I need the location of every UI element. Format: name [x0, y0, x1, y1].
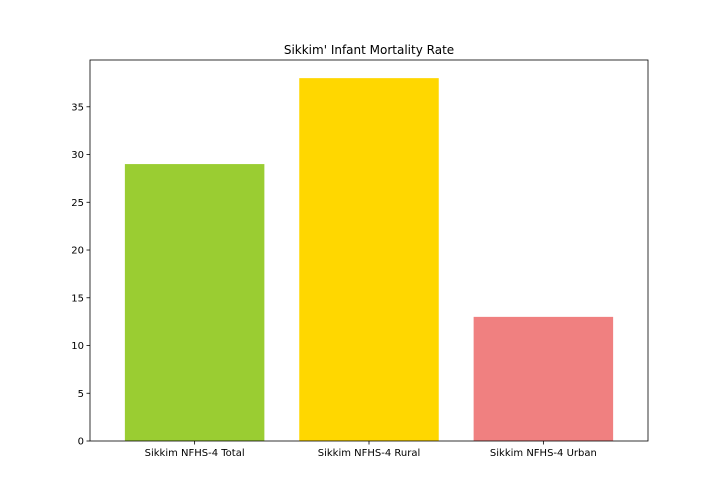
- bar-2: [473, 316, 614, 441]
- plot-area: 0 5 10 15 20 25 30 35 Sikkim NFHS-4 Total Sikkim …: [71, 59, 649, 459]
- y-tick-label-4: 20: [71, 246, 84, 257]
- y-tick-label-0: 0: [78, 437, 84, 448]
- chart-title: Sikkim' Infant Mortality Rate: [284, 43, 454, 57]
- y-tick-label-5: 25: [71, 198, 84, 209]
- x-tick-label-1: Sikkim NFHS-4 Rural: [318, 448, 421, 459]
- y-tick-label-3: 15: [71, 293, 84, 304]
- y-tick-label-7: 35: [71, 102, 84, 113]
- bar-1: [299, 78, 439, 442]
- y-tick-label-2: 10: [71, 341, 84, 352]
- y-tick-label-1: 5: [78, 389, 84, 400]
- bar-0: [124, 164, 265, 441]
- y-tick-label-6: 30: [71, 150, 84, 161]
- x-tick-label-0: Sikkim NFHS-4 Total: [145, 448, 245, 459]
- x-tick-label-2: Sikkim NFHS-4 Urban: [490, 448, 597, 459]
